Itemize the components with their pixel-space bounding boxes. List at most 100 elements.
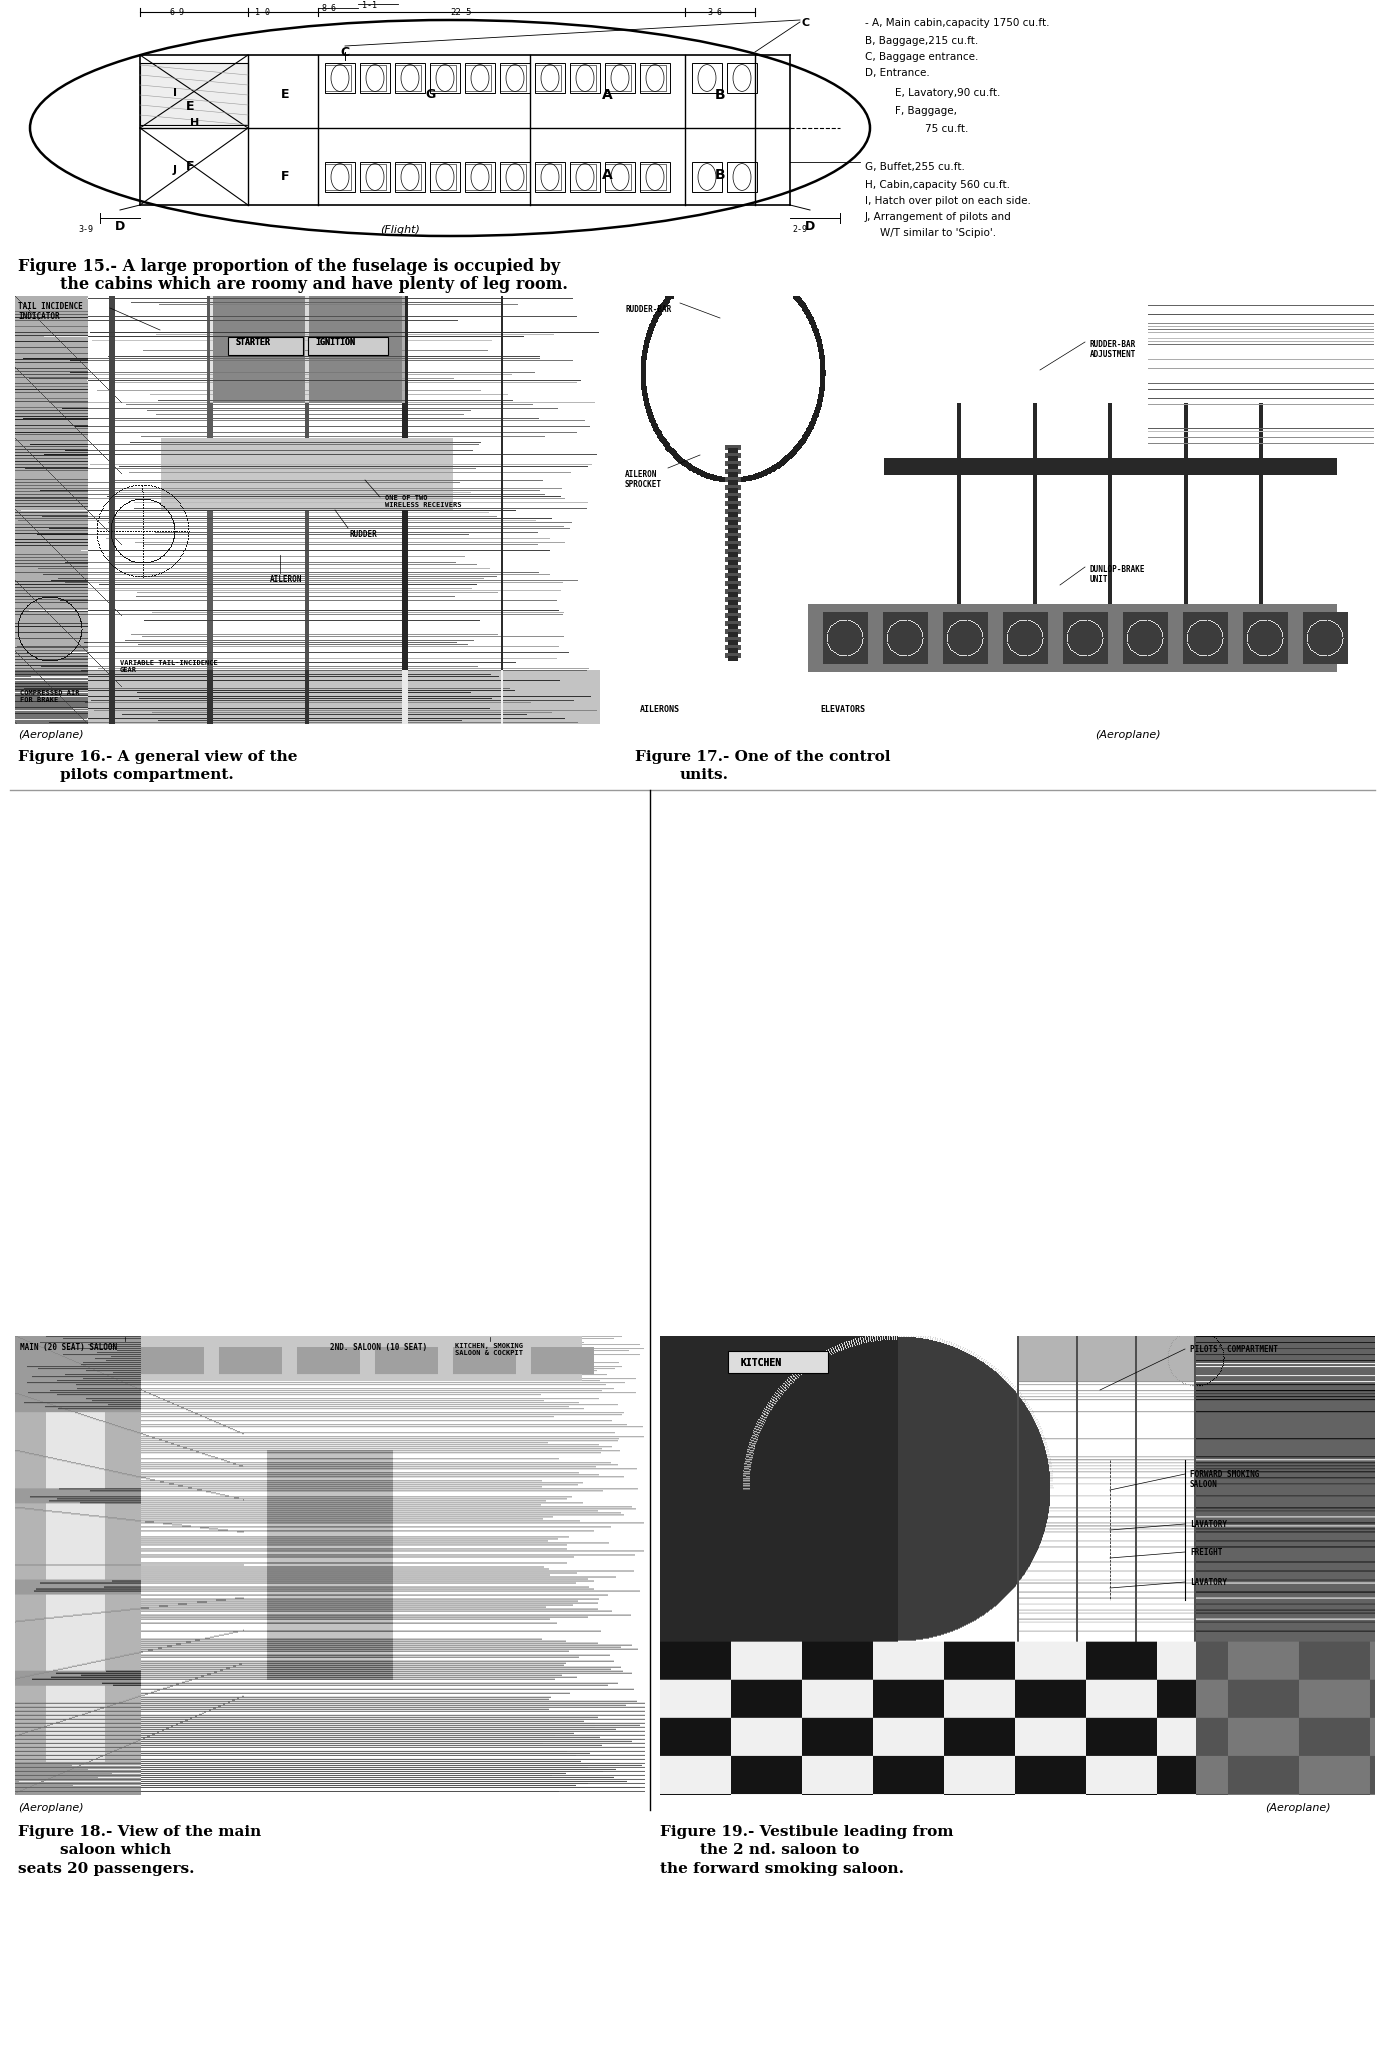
- Bar: [429, 163, 460, 192]
- Text: KITCHEN: KITCHEN: [740, 1358, 781, 1369]
- Bar: [307, 338, 388, 354]
- Text: AILERON: AILERON: [270, 575, 302, 583]
- Bar: [395, 66, 421, 91]
- Text: pilots compartment.: pilots compartment.: [60, 769, 234, 781]
- Text: LAVATORY: LAVATORY: [1190, 1579, 1227, 1587]
- Bar: [535, 163, 565, 192]
- Text: 3-9: 3-9: [78, 225, 93, 235]
- Bar: [692, 64, 722, 93]
- Text: PILOTS' COMPARTMENT: PILOTS' COMPARTMENT: [1190, 1346, 1278, 1354]
- Text: DUNLOP-BRAKE
UNIT: DUNLOP-BRAKE UNIT: [1090, 565, 1145, 585]
- Text: C: C: [341, 45, 349, 60]
- Bar: [429, 64, 460, 93]
- Text: W/T similar to 'Scipio'.: W/T similar to 'Scipio'.: [879, 229, 996, 237]
- Text: (Aeroplane): (Aeroplane): [18, 1803, 83, 1814]
- Text: C, Baggage entrance.: C, Baggage entrance.: [866, 52, 978, 62]
- Text: 6-9: 6-9: [170, 8, 186, 16]
- Bar: [360, 64, 391, 93]
- Bar: [571, 66, 596, 91]
- Text: COMPRESSED AIR
FOR BRAKE: COMPRESSED AIR FOR BRAKE: [19, 690, 79, 703]
- Bar: [360, 163, 391, 192]
- Bar: [500, 64, 530, 93]
- Text: ONE OF TWO
WIRELESS RECEIVERS: ONE OF TWO WIRELESS RECEIVERS: [385, 495, 461, 507]
- Text: B: B: [715, 169, 726, 181]
- Text: D: D: [805, 221, 816, 233]
- Bar: [605, 165, 632, 190]
- Text: LAVATORY: LAVATORY: [1190, 1521, 1227, 1529]
- Bar: [640, 64, 670, 93]
- Text: ELEVATORS: ELEVATORS: [820, 705, 866, 713]
- Bar: [535, 165, 561, 190]
- Bar: [535, 66, 561, 91]
- Text: RUDDER: RUDDER: [350, 530, 378, 540]
- Text: FORWARD SMOKING
SALOON: FORWARD SMOKING SALOON: [1190, 1469, 1259, 1490]
- Text: (Aeroplane): (Aeroplane): [1265, 1803, 1331, 1814]
- Text: KITCHEN, SMOKING
SALOON & COCKPIT: KITCHEN, SMOKING SALOON & COCKPIT: [456, 1344, 524, 1356]
- Text: MAIN (20 SEAT) SALOON: MAIN (20 SEAT) SALOON: [19, 1344, 118, 1352]
- Text: KITCHEN: KITCHEN: [740, 1358, 781, 1369]
- Text: AILERONS: AILERONS: [640, 705, 680, 713]
- Bar: [395, 165, 421, 190]
- Bar: [571, 165, 596, 190]
- Text: I: I: [173, 89, 177, 99]
- Text: H: H: [190, 117, 199, 128]
- Text: E: E: [186, 101, 194, 113]
- Bar: [605, 163, 634, 192]
- Text: B: B: [715, 89, 726, 101]
- Bar: [465, 64, 494, 93]
- Bar: [605, 64, 634, 93]
- Bar: [727, 163, 758, 192]
- Bar: [605, 66, 632, 91]
- Bar: [500, 165, 526, 190]
- Bar: [429, 165, 456, 190]
- Text: 8-6: 8-6: [321, 4, 337, 12]
- Text: TAIL INCIDENCE
INDICATOR: TAIL INCIDENCE INDICATOR: [18, 303, 83, 322]
- Text: Figure 16.- A general view of the: Figure 16.- A general view of the: [18, 750, 298, 765]
- Text: F: F: [281, 169, 289, 183]
- Bar: [325, 163, 355, 192]
- Bar: [0, 0, 1385, 245]
- Text: IGNITION: IGNITION: [314, 338, 355, 346]
- Text: 75 cu.ft.: 75 cu.ft.: [925, 124, 968, 134]
- Text: - A, Main cabin,capacity 1750 cu.ft.: - A, Main cabin,capacity 1750 cu.ft.: [866, 19, 1050, 29]
- Bar: [535, 64, 565, 93]
- Text: Figure 19.- Vestibule leading from: Figure 19.- Vestibule leading from: [661, 1824, 953, 1838]
- Bar: [500, 66, 526, 91]
- Text: FREIGHT: FREIGHT: [1190, 1548, 1223, 1556]
- Bar: [140, 64, 248, 126]
- Text: I, Hatch over pilot on each side.: I, Hatch over pilot on each side.: [866, 196, 1030, 206]
- Text: (Aeroplane): (Aeroplane): [18, 730, 83, 740]
- Bar: [729, 1352, 828, 1373]
- Text: IGNITION: IGNITION: [314, 338, 355, 346]
- Text: E, Lavatory,90 cu.ft.: E, Lavatory,90 cu.ft.: [895, 89, 1000, 99]
- Text: RUDDER-BAR
ADJUSTMENT: RUDDER-BAR ADJUSTMENT: [1090, 340, 1136, 359]
- Text: seats 20 passengers.: seats 20 passengers.: [18, 1861, 194, 1876]
- Text: 1-0: 1-0: [255, 8, 270, 16]
- Text: Figure 18.- View of the main: Figure 18.- View of the main: [18, 1824, 262, 1838]
- Text: (Aeroplane): (Aeroplane): [1096, 730, 1161, 740]
- Text: 3-6: 3-6: [706, 8, 722, 16]
- Bar: [360, 66, 386, 91]
- Text: F: F: [186, 161, 194, 173]
- Text: (Flight): (Flight): [379, 225, 420, 235]
- Text: H, Cabin,capacity 560 cu.ft.: H, Cabin,capacity 560 cu.ft.: [866, 179, 1010, 190]
- Text: Figure 15.- A large proportion of the fuselage is occupied by: Figure 15.- A large proportion of the fu…: [18, 258, 560, 274]
- Text: G: G: [425, 89, 435, 101]
- Bar: [325, 66, 350, 91]
- Text: E: E: [281, 89, 289, 101]
- Text: A: A: [601, 169, 612, 181]
- Bar: [465, 163, 494, 192]
- Text: the cabins which are roomy and have plenty of leg room.: the cabins which are roomy and have plen…: [60, 276, 568, 293]
- Bar: [465, 165, 492, 190]
- Text: J: J: [173, 165, 177, 175]
- Bar: [229, 338, 303, 354]
- Bar: [571, 64, 600, 93]
- Text: the forward smoking saloon.: the forward smoking saloon.: [661, 1861, 904, 1876]
- Text: Figure 17.- One of the control: Figure 17.- One of the control: [634, 750, 891, 765]
- Text: 2ND. SALOON (10 SEAT): 2ND. SALOON (10 SEAT): [330, 1344, 427, 1352]
- Text: 22-5: 22-5: [450, 8, 471, 16]
- Bar: [640, 163, 670, 192]
- Bar: [429, 66, 456, 91]
- Bar: [640, 165, 666, 190]
- Text: STARTER: STARTER: [235, 338, 270, 346]
